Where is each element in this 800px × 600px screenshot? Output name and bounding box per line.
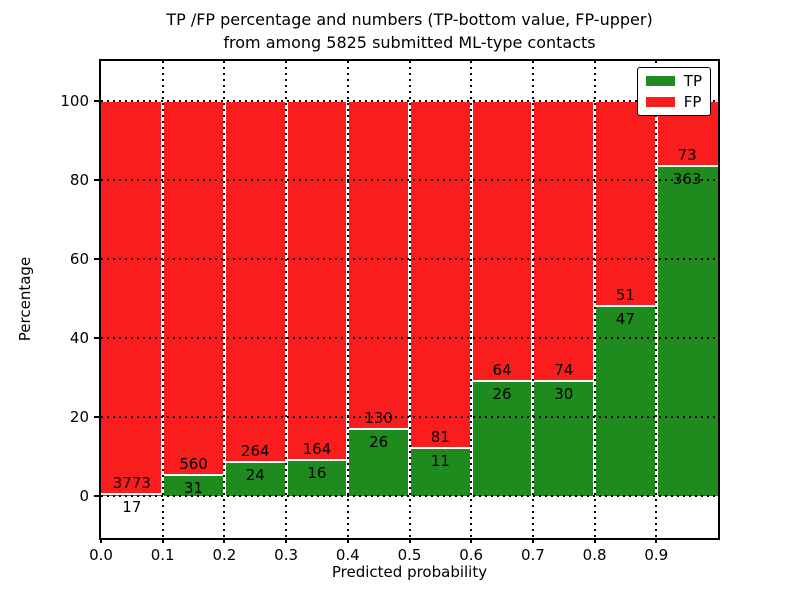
bar-segment-fp — [162, 100, 225, 476]
legend-label-fp: FP — [683, 93, 702, 111]
gridline-vertical — [408, 61, 411, 538]
fp-count-label: 560 — [179, 454, 208, 473]
gridline-vertical — [161, 61, 164, 538]
bar-segment-tp — [471, 382, 533, 497]
y-tick-label: 20 — [69, 408, 89, 427]
x-tick-label: 0.4 — [335, 546, 360, 564]
bar-segment-tp — [162, 475, 225, 497]
plot-area: TP FP 3773 17 560 31 264 24 164 16 130 26 81 11 64 26… — [60, 59, 720, 564]
bar-segment-tp — [286, 461, 348, 497]
gridline-vertical — [593, 61, 596, 538]
fp-count-label: 3773 — [112, 473, 151, 492]
legend: TP FP — [636, 67, 711, 116]
bar-segment-fp — [409, 100, 472, 450]
y-axis-tick — [94, 257, 99, 260]
gridline-vertical — [285, 61, 288, 538]
bar-segment-tp — [532, 382, 595, 497]
bar-segment-fp — [532, 100, 595, 383]
gridline-vertical — [531, 61, 534, 538]
y-axis-tick — [94, 337, 99, 340]
bar-segment-fp — [347, 100, 410, 431]
y-axis-tick — [94, 495, 99, 498]
bar-segment-fp — [594, 100, 657, 307]
y-tick-label: 80 — [69, 170, 89, 189]
tp-count-label: 26 — [492, 385, 512, 404]
x-tick-label: 0.7 — [520, 546, 545, 564]
bar-segment-fp — [224, 100, 287, 464]
bar-segment-tp — [347, 430, 410, 497]
fp-count-label: 74 — [554, 361, 574, 380]
x-tick-label: 0.0 — [89, 546, 113, 564]
fp-count-label: 164 — [302, 440, 332, 459]
gridline-horizontal — [101, 416, 718, 419]
x-tick-label: 0.6 — [459, 546, 484, 564]
bar-segment-tp — [594, 306, 657, 497]
x-axis-tick — [346, 538, 349, 543]
x-axis-tick — [100, 538, 102, 543]
legend-item-fp: FP — [645, 93, 702, 111]
y-tick-label: 100 — [60, 91, 89, 110]
x-tick-label: 0.2 — [212, 546, 237, 564]
x-tick-label: 0.5 — [397, 546, 422, 564]
x-axis-label: Predicted probability — [331, 563, 488, 581]
gridline-vertical — [223, 61, 226, 538]
x-tick-label: 0.3 — [274, 546, 299, 564]
bar-segment-tp — [656, 166, 718, 497]
fp-count-label: 51 — [615, 285, 635, 304]
x-axis-tick — [655, 538, 658, 543]
y-tick-label: 0 — [79, 487, 89, 506]
x-axis-tick — [470, 538, 473, 543]
gridline-horizontal — [101, 99, 718, 102]
bar-segment-tp — [224, 463, 287, 497]
bar-segment-fp — [101, 100, 163, 495]
gridline-horizontal — [101, 178, 718, 181]
y-tick-label: 60 — [69, 249, 89, 268]
bar-segment-fp — [286, 100, 348, 462]
x-axis-tick — [285, 538, 288, 543]
y-axis-tick — [94, 99, 99, 102]
fp-count-label: 64 — [492, 361, 512, 380]
legend-item-tp: TP — [645, 72, 702, 90]
x-axis-tick — [223, 538, 226, 543]
gridline-vertical — [470, 61, 473, 538]
gridline-vertical — [655, 61, 658, 538]
fp-count-label: 81 — [430, 428, 450, 447]
fp-count-label: 73 — [677, 145, 697, 164]
tp-count-label: 47 — [615, 309, 635, 328]
bar-segment-fp — [471, 100, 533, 383]
fp-count-label: 130 — [364, 409, 393, 428]
tp-count-label: 31 — [183, 478, 204, 497]
x-axis-tick — [593, 538, 596, 543]
legend-label-tp: TP — [683, 72, 702, 90]
gridline-horizontal — [101, 257, 718, 260]
tp-count-label: 11 — [430, 452, 450, 471]
tp-count-label: 30 — [554, 385, 574, 404]
x-axis-tick — [161, 538, 164, 543]
fp-count-label: 264 — [240, 442, 270, 461]
tp-count-label: 17 — [122, 497, 142, 516]
x-tick-label: 0.8 — [582, 546, 607, 564]
y-axis-tick — [94, 416, 99, 419]
bar-segment-tp — [409, 449, 472, 497]
x-tick-label: 0.9 — [644, 546, 669, 564]
x-axis-tick — [408, 538, 411, 543]
chart-title-line2: from among 5825 submitted ML-type contac… — [223, 33, 596, 52]
gridline-horizontal — [101, 337, 718, 340]
y-axis-tick — [94, 178, 99, 181]
x-tick-label: 0.1 — [150, 546, 175, 564]
tp-count-label: 363 — [672, 169, 702, 188]
tp-count-label: 26 — [369, 433, 389, 452]
chart-title: TP /FP percentage and numbers (TP-bottom… — [99, 8, 720, 54]
x-axis-tick — [531, 538, 534, 543]
tp-count-label: 16 — [307, 464, 327, 483]
tp-count-label: 24 — [245, 466, 265, 485]
gridline-horizontal — [101, 495, 718, 498]
y-axis-label: Percentage — [16, 256, 34, 342]
tp-swatch-icon — [645, 76, 675, 86]
gridline-vertical — [346, 61, 349, 538]
chart-title-line1: TP /FP percentage and numbers (TP-bottom… — [166, 10, 653, 29]
y-tick-label: 40 — [69, 329, 89, 348]
fp-swatch-icon — [645, 97, 675, 107]
